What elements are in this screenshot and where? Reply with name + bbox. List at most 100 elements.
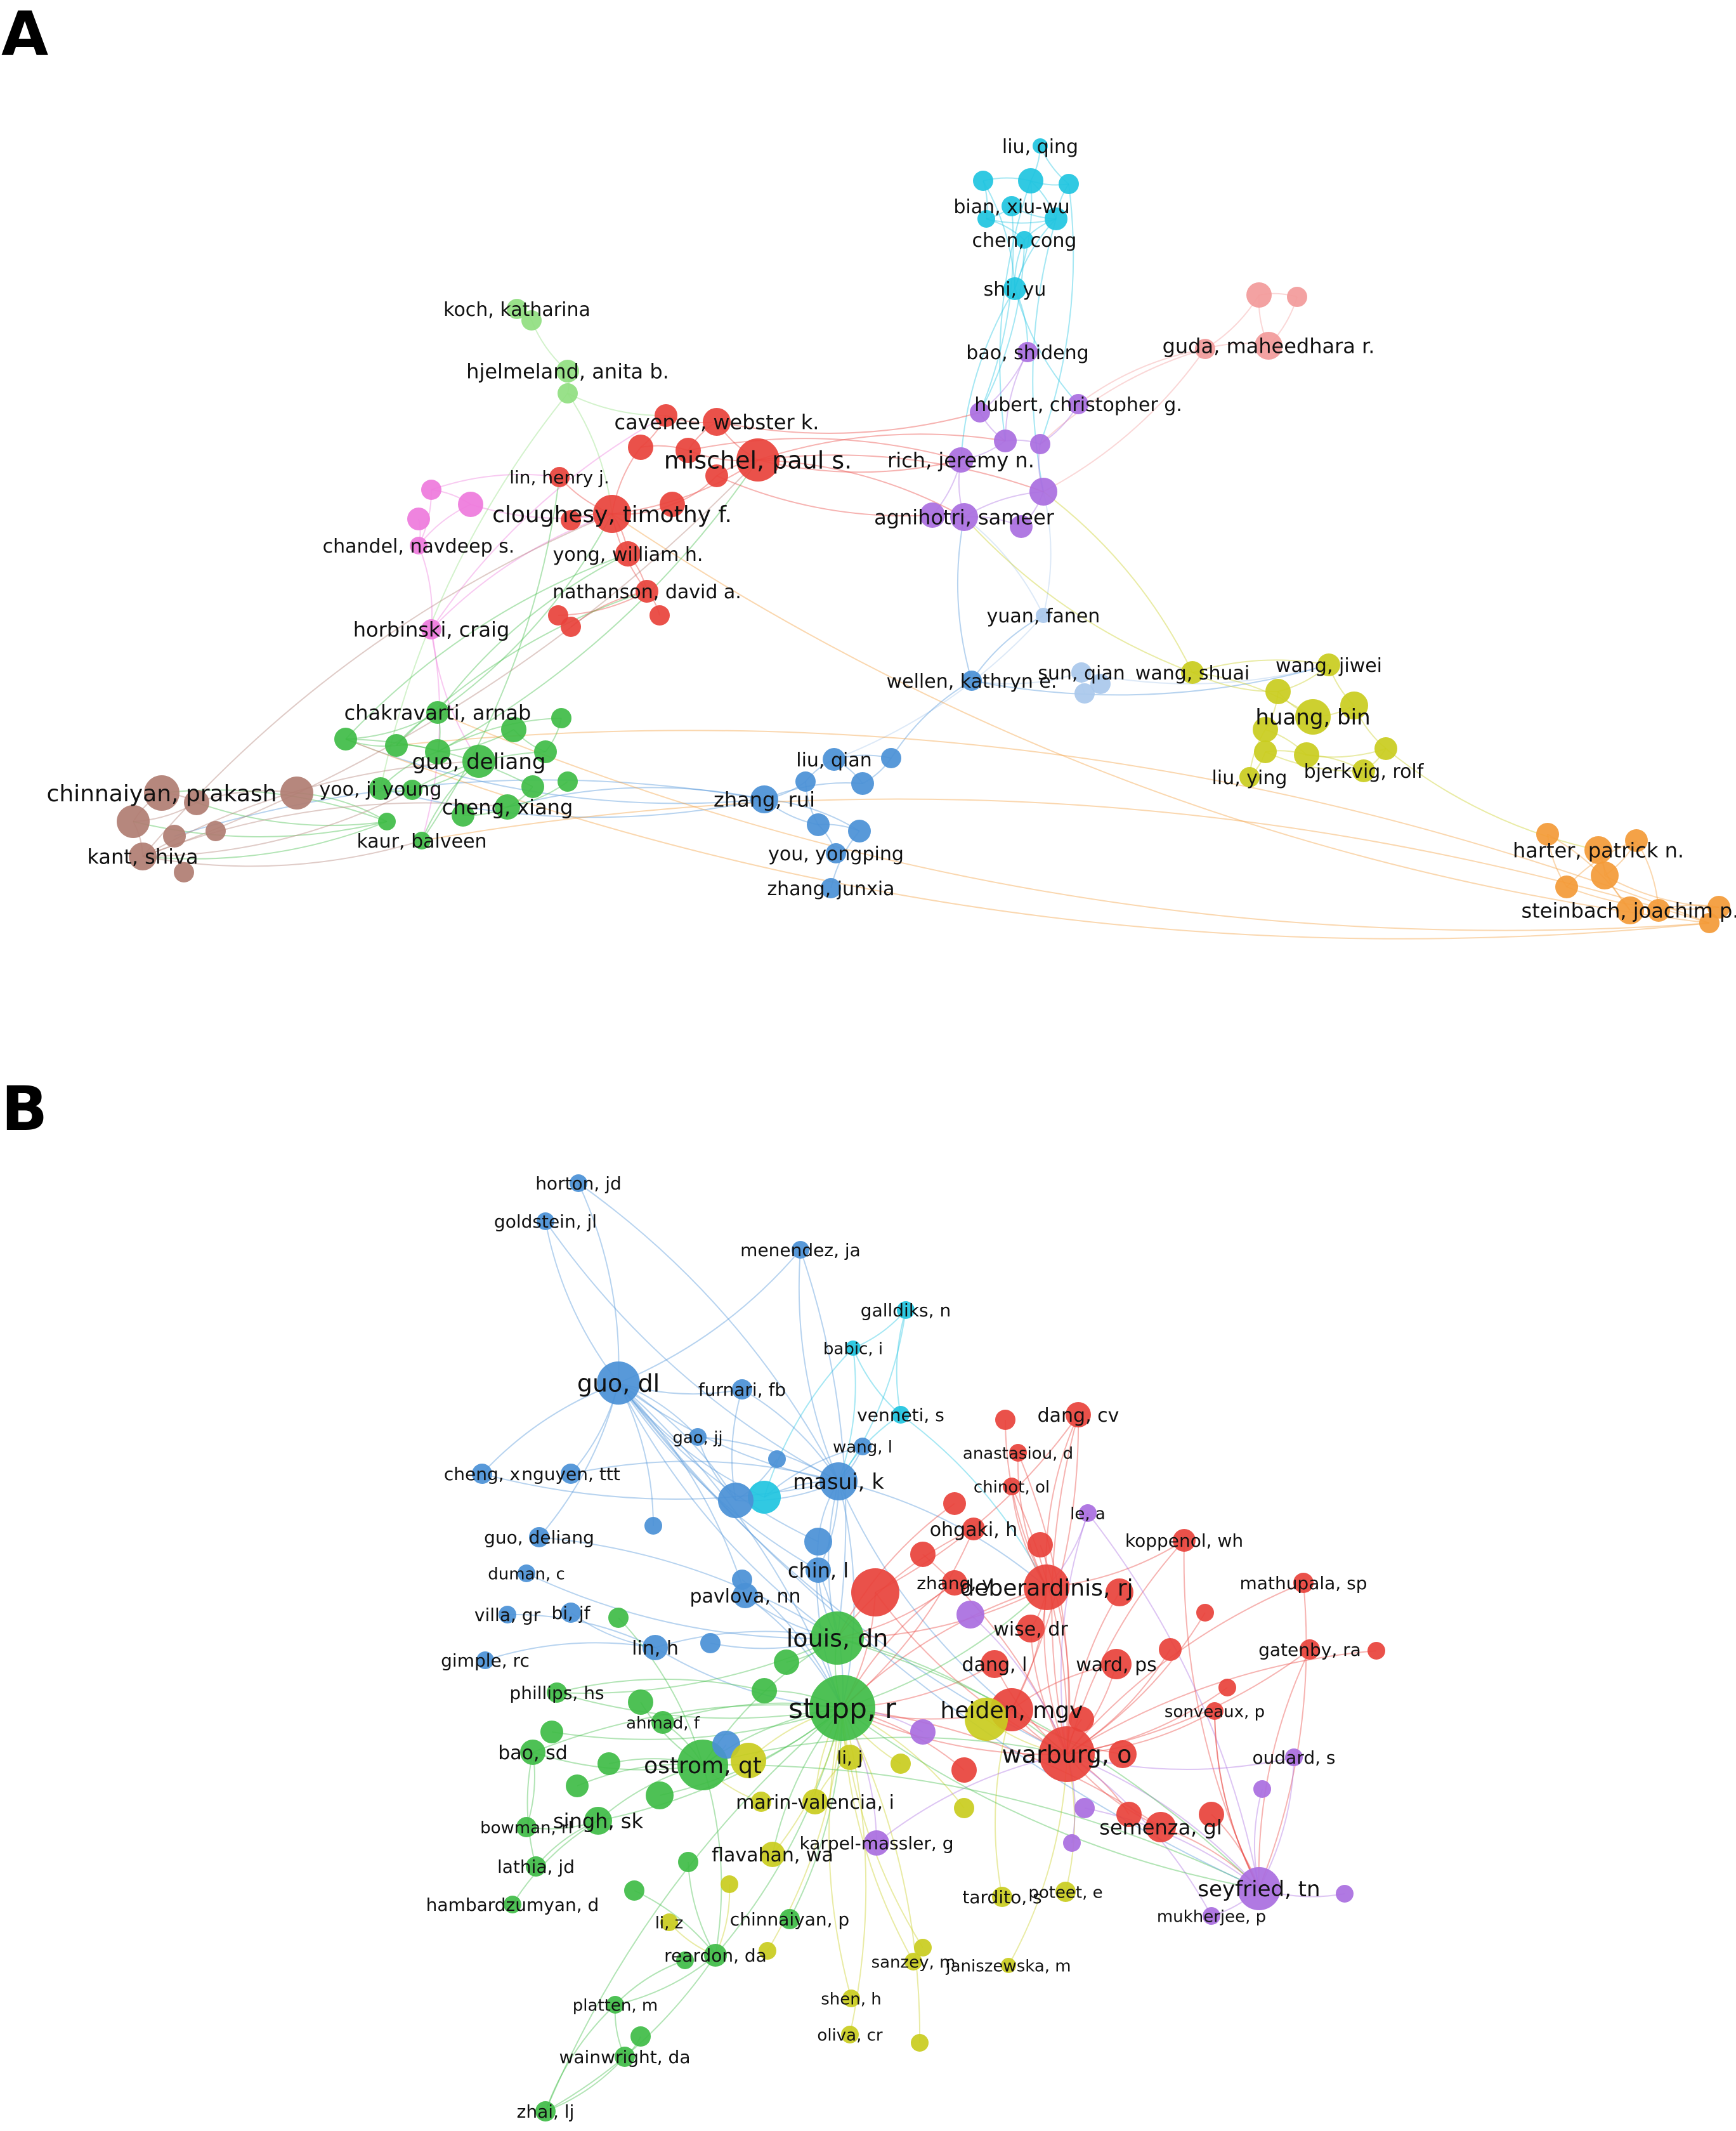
network-node[interactable] bbox=[1109, 1740, 1137, 1768]
network-node[interactable] bbox=[854, 1438, 871, 1455]
network-node[interactable] bbox=[689, 1428, 707, 1446]
network-node[interactable] bbox=[537, 1212, 554, 1230]
network-node[interactable] bbox=[1055, 1882, 1076, 1902]
network-node[interactable] bbox=[615, 2047, 635, 2067]
network-node[interactable] bbox=[752, 1678, 777, 1703]
network-node[interactable] bbox=[566, 1774, 589, 1797]
network-node[interactable] bbox=[910, 1542, 936, 1567]
network-node[interactable] bbox=[1555, 875, 1578, 898]
network-node[interactable] bbox=[705, 464, 728, 487]
network-node[interactable] bbox=[826, 843, 846, 863]
network-node[interactable] bbox=[951, 1757, 977, 1783]
network-node[interactable] bbox=[558, 771, 578, 792]
network-node[interactable] bbox=[792, 1241, 809, 1259]
network-node[interactable] bbox=[1253, 717, 1278, 742]
network-node[interactable] bbox=[426, 701, 449, 724]
network-node[interactable] bbox=[721, 1875, 738, 1893]
network-node[interactable] bbox=[962, 671, 982, 691]
network-node[interactable] bbox=[606, 1996, 624, 2014]
network-node[interactable] bbox=[1254, 740, 1277, 763]
network-node[interactable] bbox=[1059, 174, 1079, 194]
network-node[interactable] bbox=[1030, 434, 1050, 454]
network-node[interactable] bbox=[965, 1698, 1008, 1741]
network-node[interactable] bbox=[1069, 1707, 1094, 1732]
network-node[interactable] bbox=[402, 780, 422, 800]
network-node[interactable] bbox=[1074, 1798, 1095, 1818]
network-node[interactable] bbox=[163, 825, 186, 848]
network-node[interactable] bbox=[655, 404, 677, 427]
network-node[interactable] bbox=[1239, 767, 1260, 787]
network-node[interactable] bbox=[1045, 207, 1067, 230]
network-node[interactable] bbox=[624, 1880, 644, 1901]
network-node[interactable] bbox=[1003, 1478, 1021, 1495]
network-node[interactable] bbox=[1101, 1649, 1132, 1679]
network-node[interactable] bbox=[851, 772, 874, 795]
network-node[interactable] bbox=[1003, 277, 1026, 300]
network-node[interactable] bbox=[807, 813, 830, 836]
network-node[interactable] bbox=[526, 1856, 546, 1877]
network-node[interactable] bbox=[410, 537, 427, 554]
network-node[interactable] bbox=[407, 508, 430, 530]
network-node[interactable] bbox=[1195, 339, 1215, 359]
network-node[interactable] bbox=[334, 728, 357, 751]
network-node[interactable] bbox=[748, 1481, 781, 1514]
network-node[interactable] bbox=[1173, 1529, 1196, 1552]
network-node[interactable] bbox=[732, 1570, 752, 1590]
network-node[interactable] bbox=[851, 1568, 899, 1616]
network-node[interactable] bbox=[628, 1689, 653, 1715]
network-node[interactable] bbox=[1029, 478, 1057, 506]
network-node[interactable] bbox=[700, 1633, 721, 1653]
network-node[interactable] bbox=[821, 878, 841, 898]
network-node[interactable] bbox=[848, 820, 871, 843]
network-node[interactable] bbox=[802, 1789, 828, 1814]
network-node[interactable] bbox=[561, 1464, 581, 1484]
network-node[interactable] bbox=[117, 805, 150, 838]
network-node[interactable] bbox=[806, 1557, 831, 1583]
network-node[interactable] bbox=[1317, 653, 1340, 676]
network-node[interactable] bbox=[556, 360, 579, 383]
network-node[interactable] bbox=[504, 1896, 521, 1913]
network-node[interactable] bbox=[520, 1740, 545, 1765]
network-node[interactable] bbox=[1033, 138, 1048, 154]
network-node[interactable] bbox=[1024, 1564, 1069, 1610]
network-node[interactable] bbox=[561, 1603, 581, 1623]
network-node[interactable] bbox=[1017, 1615, 1045, 1643]
network-node[interactable] bbox=[1106, 1578, 1133, 1606]
network-node[interactable] bbox=[206, 821, 226, 841]
network-node[interactable] bbox=[495, 794, 520, 820]
network-node[interactable] bbox=[421, 619, 441, 639]
network-node[interactable] bbox=[1293, 1573, 1314, 1593]
network-node[interactable] bbox=[1294, 742, 1319, 768]
network-node[interactable] bbox=[1039, 1726, 1095, 1782]
network-node[interactable] bbox=[1199, 1802, 1224, 1827]
network-node[interactable] bbox=[678, 1852, 698, 1872]
network-node[interactable] bbox=[948, 447, 974, 473]
network-node[interactable] bbox=[476, 1651, 494, 1669]
network-node[interactable] bbox=[950, 503, 978, 531]
network-node[interactable] bbox=[841, 2026, 859, 2043]
network-node[interactable] bbox=[1090, 674, 1111, 694]
network-node[interactable] bbox=[804, 1528, 832, 1556]
network-node[interactable] bbox=[1237, 1867, 1281, 1910]
network-node[interactable] bbox=[129, 843, 157, 870]
network-node[interactable] bbox=[593, 495, 631, 533]
network-node[interactable] bbox=[1300, 1639, 1320, 1660]
network-node[interactable] bbox=[904, 1953, 922, 1970]
network-node[interactable] bbox=[144, 775, 179, 811]
network-node[interactable] bbox=[759, 1942, 776, 1960]
network-node[interactable] bbox=[1647, 899, 1670, 922]
network-node[interactable] bbox=[472, 1464, 492, 1484]
network-node[interactable] bbox=[636, 580, 658, 603]
network-node[interactable] bbox=[973, 171, 993, 191]
network-node[interactable] bbox=[660, 492, 685, 517]
network-node[interactable] bbox=[1071, 662, 1092, 683]
network-node[interactable] bbox=[977, 210, 995, 228]
network-node[interactable] bbox=[1253, 1780, 1271, 1798]
network-node[interactable] bbox=[1374, 737, 1397, 760]
network-node[interactable] bbox=[920, 502, 945, 528]
network-node[interactable] bbox=[811, 1611, 864, 1665]
network-node[interactable] bbox=[995, 1410, 1015, 1430]
network-node[interactable] bbox=[534, 740, 557, 763]
network-node[interactable] bbox=[660, 1913, 678, 1931]
network-node[interactable] bbox=[558, 383, 578, 403]
